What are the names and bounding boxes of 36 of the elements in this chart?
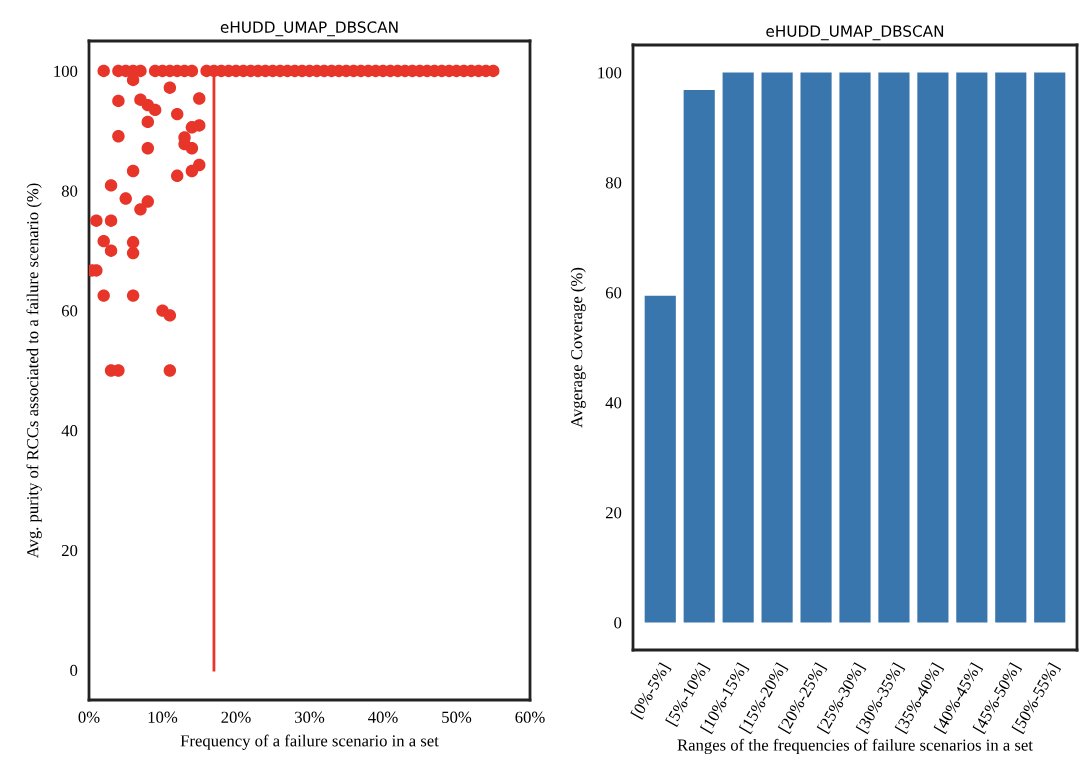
bar xyxy=(1034,72,1066,623)
y-tick-label: 0 xyxy=(70,664,78,676)
bar xyxy=(878,72,910,623)
bar xyxy=(761,72,793,623)
x-tick-label: 60% xyxy=(515,711,545,723)
y-tick-label: 100 xyxy=(598,67,622,79)
x-tick-label: 30% xyxy=(295,711,325,723)
bar xyxy=(995,72,1027,623)
x-axis-title: Ranges of the frequencies of failure scenarios in a set xyxy=(677,738,1033,755)
y-tick-label: 40 xyxy=(605,397,622,409)
y-tick-label: 60 xyxy=(605,287,622,299)
y-tick-label: 60 xyxy=(61,305,78,317)
x-tick-label: 20% xyxy=(221,711,251,723)
bar xyxy=(839,72,871,623)
chart-title: eHUDD_UMAP_DBSCAN xyxy=(766,25,944,41)
bar xyxy=(800,72,832,623)
y-axis-title: Avgerage Coverage (%) xyxy=(570,267,586,428)
y-tick-label: 20 xyxy=(605,507,622,519)
bar xyxy=(956,72,988,623)
x-tick-label: 0% xyxy=(78,711,100,723)
x-tick-label: 50% xyxy=(442,711,472,723)
y-tick-label: 80 xyxy=(61,185,78,197)
x-tick-label: 40% xyxy=(368,711,398,723)
y-axis-title: Avg. purity of RCCs associated to a failure scenario (%) xyxy=(26,183,42,559)
y-tick-label: 100 xyxy=(54,65,78,77)
y-tick-label: 20 xyxy=(61,544,78,557)
bar xyxy=(917,72,949,623)
x-axis-title: Frequency of a failure scenario in a set xyxy=(180,734,439,750)
y-tick-label: 40 xyxy=(61,425,78,437)
bar xyxy=(683,90,715,623)
x-tick-label: 10% xyxy=(148,711,178,723)
bar xyxy=(644,295,676,623)
y-tick-label: 80 xyxy=(605,177,622,189)
bar xyxy=(722,72,754,623)
chart-title: eHUDD_UMAP_DBSCAN xyxy=(220,21,398,37)
y-tick-label: 0 xyxy=(614,617,622,629)
